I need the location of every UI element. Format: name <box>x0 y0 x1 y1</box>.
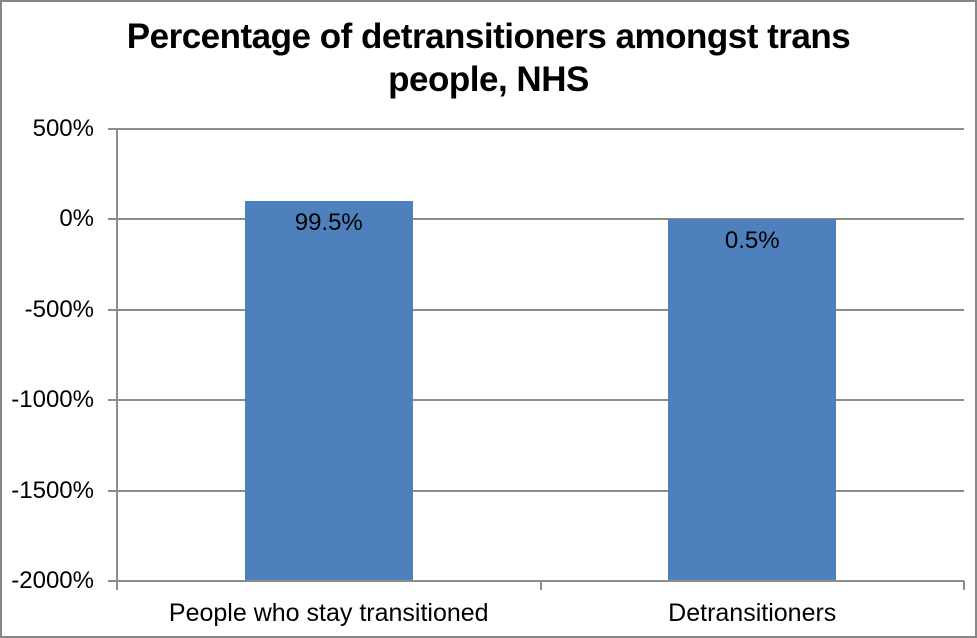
chart-title: Percentage of detransitioners amongst tr… <box>2 15 975 101</box>
bar-value-label-detransitioners: 0.5% <box>724 227 780 255</box>
y-axis-tick-label: -1500% <box>11 476 94 504</box>
chart-title-line-1: Percentage of detransitioners amongst tr… <box>126 17 851 56</box>
gridline <box>108 308 964 311</box>
bar-value-label-people-who-stay-transitioned: 99.5% <box>294 209 363 237</box>
chart-title-line-2: people, NHS <box>388 60 589 99</box>
y-axis-tick-label: 0% <box>59 205 94 233</box>
x-axis-category-label-people-who-stay-transitioned: People who stay transitioned <box>168 599 489 627</box>
gridline <box>108 399 964 402</box>
gridline <box>108 218 964 221</box>
y-axis-tick-label: -1000% <box>11 386 94 414</box>
x-axis-tick <box>539 581 542 590</box>
x-axis-line <box>108 580 964 582</box>
x-axis-tick <box>116 581 118 590</box>
y-axis-tick-label: -2000% <box>11 567 94 594</box>
gridline <box>108 489 964 492</box>
bar-people-who-stay-transitioned <box>244 201 413 581</box>
bar-detransitioners <box>668 219 837 581</box>
x-axis-tick <box>963 581 965 590</box>
y-axis-tick-label: 500% <box>32 115 94 142</box>
y-axis-line <box>116 129 118 590</box>
x-axis-category-label-detransitioners: Detransitioners <box>668 599 837 627</box>
gridline <box>108 128 964 130</box>
y-axis-tick-label: -500% <box>24 295 94 323</box>
